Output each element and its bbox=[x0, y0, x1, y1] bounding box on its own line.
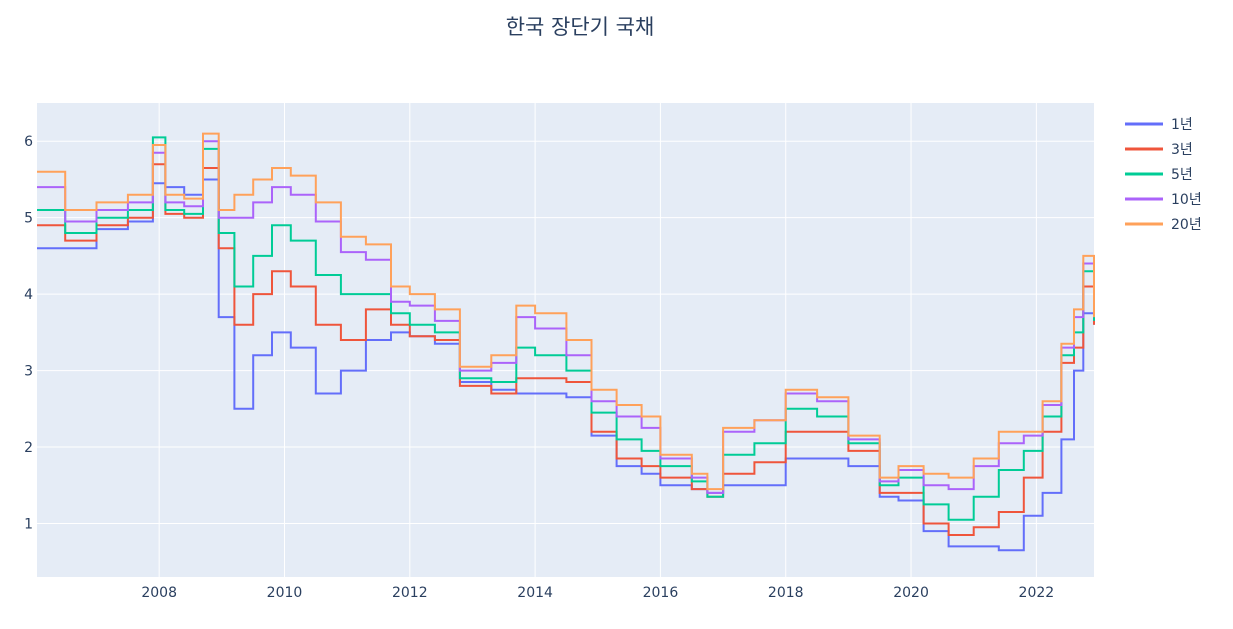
legend[interactable]: 1년 3년 5년 10년 20년 bbox=[1125, 117, 1202, 233]
x-tick-label: 2012 bbox=[392, 585, 428, 601]
series-line-4 bbox=[37, 132, 1095, 491]
legend-label: 3년 bbox=[1171, 142, 1193, 158]
x-tick-label: 2010 bbox=[267, 585, 303, 601]
legend-item-3[interactable]: 10년 bbox=[1125, 192, 1202, 208]
legend-label: 10년 bbox=[1171, 192, 1202, 208]
x-tick-label: 2020 bbox=[893, 585, 929, 601]
series-layer bbox=[37, 132, 1095, 552]
legend-label: 1년 bbox=[1171, 117, 1193, 133]
legend-label: 20년 bbox=[1171, 217, 1202, 233]
legend-item-4[interactable]: 20년 bbox=[1125, 217, 1202, 233]
y-tick-label: 2 bbox=[24, 440, 33, 456]
legend-label: 5년 bbox=[1171, 167, 1193, 183]
legend-item-2[interactable]: 5년 bbox=[1125, 167, 1193, 183]
x-tick-label: 2008 bbox=[141, 585, 177, 601]
x-tick-label: 2018 bbox=[768, 585, 804, 601]
chart-title: 한국 장단기 국채 bbox=[506, 15, 655, 39]
x-tick-label: 2014 bbox=[517, 585, 553, 601]
axis-layer: 2008 2010 2012 2014 2016 2018 2020 2022 1 2 3 4 5 6 bbox=[24, 134, 1054, 601]
y-tick-label: 3 bbox=[24, 364, 33, 380]
series-line-1 bbox=[37, 163, 1095, 536]
y-tick-label: 5 bbox=[24, 211, 33, 227]
y-tick-label: 4 bbox=[24, 287, 33, 303]
y-tick-label: 6 bbox=[24, 134, 33, 150]
legend-item-0[interactable]: 1년 bbox=[1125, 117, 1193, 133]
y-tick-label: 1 bbox=[24, 516, 33, 532]
x-tick-label: 2022 bbox=[1019, 585, 1055, 601]
legend-item-1[interactable]: 3년 bbox=[1125, 142, 1193, 158]
x-tick-label: 2016 bbox=[643, 585, 679, 601]
